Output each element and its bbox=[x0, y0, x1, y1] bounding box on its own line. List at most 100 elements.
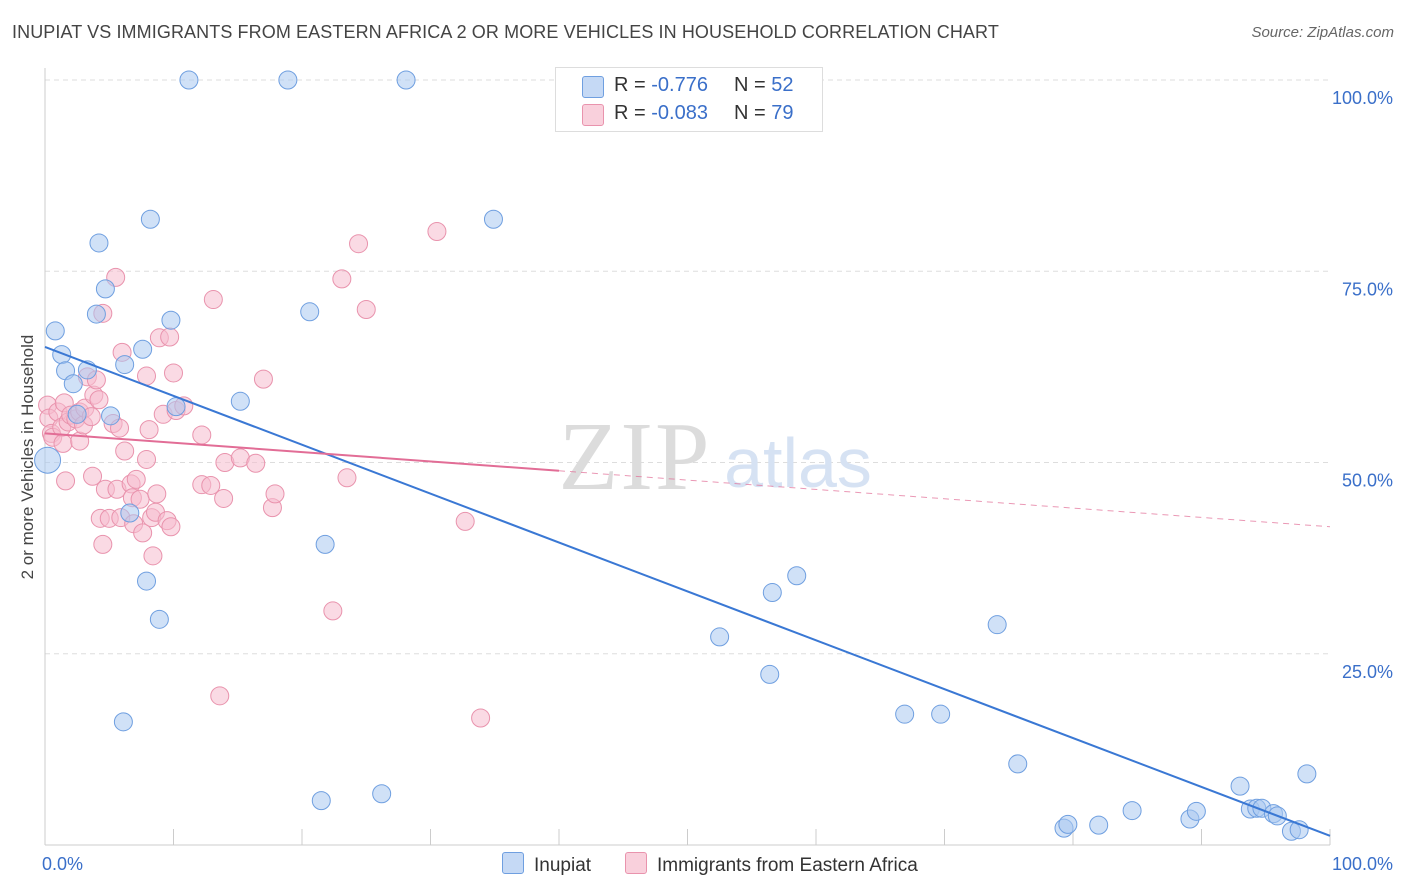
inupiat-point bbox=[45, 321, 65, 341]
inupiat-point bbox=[230, 391, 250, 411]
inupiat-point bbox=[161, 310, 181, 330]
eastern-africa-point bbox=[253, 369, 273, 389]
inupiat-point bbox=[101, 406, 121, 426]
legend-n-value: 79 bbox=[771, 102, 794, 124]
eastern-africa-point bbox=[427, 221, 447, 241]
inupiat-swatch bbox=[502, 852, 524, 874]
inupiat-point bbox=[1089, 815, 1109, 835]
inupiat-point bbox=[86, 304, 106, 324]
inupiat-point bbox=[133, 339, 153, 359]
y-tick-label: 75.0% bbox=[1342, 279, 1393, 299]
inupiat-swatch bbox=[582, 76, 604, 98]
inupiat-point bbox=[1230, 776, 1250, 796]
inupiat-point bbox=[63, 374, 83, 394]
eastern-africa-point bbox=[455, 511, 475, 531]
eastern-africa-point bbox=[139, 420, 159, 440]
trend-line-solid bbox=[44, 432, 560, 472]
eastern-africa-point bbox=[214, 488, 234, 508]
tick-labels: 25.0% 50.0% 75.0% 100.0% 0.0% 100.0% bbox=[42, 88, 1393, 874]
inupiat-point bbox=[1122, 801, 1142, 821]
legend-r-value: -0.083 bbox=[651, 102, 708, 124]
eastern-africa-point bbox=[147, 484, 167, 504]
eastern-africa-point bbox=[115, 441, 135, 461]
legend-n-label: N = bbox=[734, 74, 766, 96]
inupiat-point bbox=[1186, 801, 1206, 821]
legend-r-value: -0.776 bbox=[651, 74, 708, 96]
eastern-africa-point bbox=[53, 433, 73, 453]
inupiat-point bbox=[278, 70, 298, 90]
eastern-africa-point bbox=[332, 269, 352, 289]
x-tick-label: 100.0% bbox=[1332, 854, 1393, 874]
inupiat-point bbox=[67, 404, 87, 424]
eastern-africa-point bbox=[83, 466, 103, 486]
inupiat-point bbox=[315, 534, 335, 554]
watermark-atlas: atlas bbox=[724, 424, 872, 502]
x-tick-label: 0.0% bbox=[42, 854, 83, 874]
gridlines bbox=[45, 79, 1330, 655]
inupiat-point bbox=[166, 397, 186, 417]
inupiat-point bbox=[95, 279, 115, 299]
y-tick-label: 25.0% bbox=[1342, 662, 1393, 682]
inupiat-point bbox=[149, 609, 169, 629]
inupiat-point bbox=[311, 791, 331, 811]
eastern-africa-point bbox=[337, 468, 357, 488]
inupiat-point bbox=[787, 566, 807, 586]
y-axis-title: 2 or more Vehicles in Household bbox=[18, 334, 37, 580]
eastern-africa-point bbox=[192, 425, 212, 445]
inupiat-point bbox=[895, 704, 915, 724]
eastern-africa-point bbox=[356, 300, 376, 319]
inupiat-point bbox=[762, 583, 782, 603]
inupiat-point bbox=[396, 70, 416, 90]
inupiat-point bbox=[1297, 764, 1317, 784]
inupiat-point bbox=[987, 615, 1007, 635]
legend-n-label: N = bbox=[734, 102, 766, 124]
eastern-africa-point bbox=[143, 546, 163, 566]
eastern-africa-point bbox=[349, 234, 369, 254]
correlation-legend: R = -0.776 N = 52 R = -0.083 N = 79 bbox=[555, 67, 823, 132]
eastern-africa-point bbox=[133, 523, 153, 543]
inupiat-point bbox=[115, 355, 135, 375]
trend-line-dashed bbox=[558, 470, 1331, 528]
chart-title: INUPIAT VS IMMIGRANTS FROM EASTERN AFRIC… bbox=[12, 22, 999, 42]
eastern-africa-point bbox=[126, 469, 146, 489]
bottom-legend-label: Inupiat bbox=[534, 855, 592, 876]
watermark-zip: ZIP bbox=[559, 403, 712, 511]
legend-r-label: R = bbox=[614, 102, 646, 124]
eastern-africa-point bbox=[471, 708, 491, 728]
y-tick-label: 100.0% bbox=[1332, 88, 1393, 108]
inupiat-point bbox=[1058, 814, 1078, 834]
eastern-africa-point bbox=[164, 363, 183, 383]
eastern-africa-point bbox=[160, 327, 180, 347]
legend-n-value: 52 bbox=[771, 74, 794, 96]
inupiat-point bbox=[52, 345, 72, 365]
eastern-africa-point bbox=[161, 517, 181, 537]
inupiat-point bbox=[372, 784, 392, 804]
bottom-legend-eastern-africa: Immigrants from Eastern Africa bbox=[625, 852, 918, 877]
eastern-africa-point bbox=[137, 449, 157, 469]
trend-lines bbox=[44, 346, 1331, 837]
eastern-africa-point bbox=[246, 453, 266, 473]
inupiat-point bbox=[113, 712, 133, 732]
legend-r-label: R = bbox=[614, 74, 646, 96]
trend-line-solid bbox=[44, 346, 1331, 837]
bottom-legend-inupiat: Inupiat bbox=[502, 852, 591, 877]
inupiat-point bbox=[89, 233, 109, 253]
eastern-africa-point bbox=[210, 686, 230, 706]
inupiat-point bbox=[137, 571, 157, 591]
eastern-africa-point bbox=[93, 534, 113, 554]
eastern-africa-point bbox=[201, 475, 221, 495]
eastern-africa-point bbox=[265, 484, 285, 504]
eastern-africa-swatch bbox=[625, 852, 647, 874]
inupiat-point bbox=[483, 209, 503, 229]
inupiat-point bbox=[300, 302, 320, 322]
eastern-africa-point bbox=[323, 601, 343, 621]
inupiat-point bbox=[34, 446, 62, 474]
inupiat-point bbox=[1008, 754, 1028, 774]
bottom-legend-label: Immigrants from Eastern Africa bbox=[657, 855, 918, 876]
watermark: ZIP atlas bbox=[559, 403, 872, 511]
y-tick-label: 50.0% bbox=[1342, 471, 1393, 491]
inupiat-point bbox=[710, 627, 730, 647]
inupiat-point bbox=[120, 503, 140, 523]
inupiat-point bbox=[931, 704, 951, 724]
